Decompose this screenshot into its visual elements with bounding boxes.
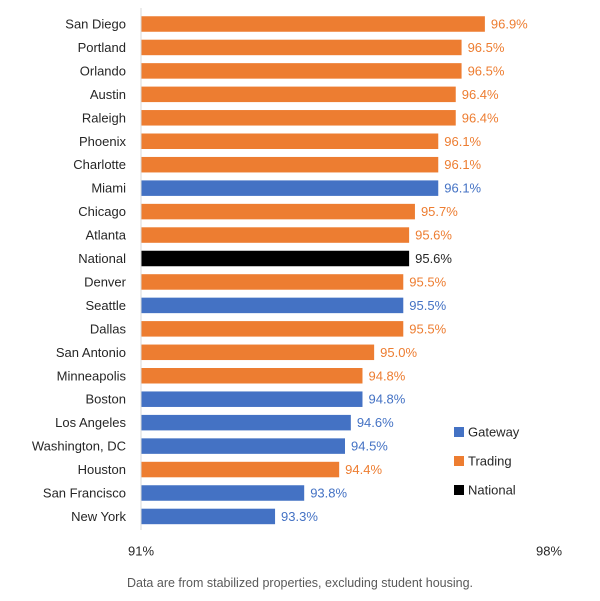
bar-dallas bbox=[141, 321, 404, 337]
category-label-minneapolis: Minneapolis bbox=[57, 368, 127, 383]
bar-seattle bbox=[141, 297, 404, 314]
legend-swatch-gateway bbox=[454, 427, 464, 437]
category-label-san-antonio: San Antonio bbox=[56, 345, 126, 360]
category-label-orlando: Orlando bbox=[80, 63, 126, 78]
bar-san-francisco bbox=[141, 485, 305, 501]
value-label-orlando: 96.5% bbox=[468, 63, 505, 78]
bar-orlando bbox=[141, 63, 462, 79]
bar-houston bbox=[141, 461, 340, 478]
value-label-atlanta: 95.6% bbox=[415, 228, 452, 243]
bar-atlanta bbox=[141, 227, 410, 243]
bar-chicago bbox=[141, 203, 415, 220]
category-label-san-diego: San Diego bbox=[65, 17, 126, 32]
legend-swatch-trading bbox=[454, 456, 464, 466]
bar-san-antonio bbox=[141, 344, 375, 361]
bar-miami bbox=[141, 180, 439, 196]
category-label-los-angeles: Los Angeles bbox=[55, 415, 126, 430]
value-label-dallas: 95.5% bbox=[409, 321, 446, 336]
value-label-boston: 94.8% bbox=[368, 392, 405, 407]
value-label-san-antonio: 95.0% bbox=[380, 345, 417, 360]
legend-label-trading: Trading bbox=[468, 454, 512, 469]
category-label-seattle: Seattle bbox=[86, 298, 126, 313]
bar-raleigh bbox=[141, 110, 456, 126]
value-label-seattle: 95.5% bbox=[409, 298, 446, 313]
value-label-phoenix: 96.1% bbox=[444, 134, 481, 149]
legend-label-national: National bbox=[468, 483, 516, 498]
bar-los-angeles bbox=[141, 414, 351, 431]
value-label-miami: 96.1% bbox=[444, 181, 481, 196]
value-label-houston: 94.4% bbox=[345, 462, 382, 477]
footnote: Data are from stabilized properties, exc… bbox=[126, 576, 474, 590]
value-label-portland: 96.5% bbox=[468, 40, 505, 55]
bar-charlotte bbox=[141, 156, 439, 173]
category-label-charlotte: Charlotte bbox=[73, 157, 126, 172]
value-label-los-angeles: 94.6% bbox=[357, 415, 394, 430]
category-label-boston: Boston bbox=[86, 392, 126, 407]
bar-national bbox=[141, 250, 410, 267]
bar-washington-dc bbox=[141, 438, 345, 454]
value-label-national: 95.6% bbox=[415, 251, 452, 266]
category-label-atlanta: Atlanta bbox=[86, 228, 127, 243]
value-label-minneapolis: 94.8% bbox=[368, 368, 405, 383]
bar-austin bbox=[141, 86, 456, 103]
category-label-raleigh: Raleigh bbox=[82, 110, 126, 125]
category-label-phoenix: Phoenix bbox=[79, 134, 126, 149]
category-label-san-francisco: San Francisco bbox=[43, 486, 126, 501]
x-axis: 91% 98% bbox=[128, 8, 562, 559]
category-label-new-york: New York bbox=[71, 509, 126, 524]
legend-swatch-national bbox=[454, 485, 464, 495]
x-tick-label-98: 98% bbox=[536, 544, 562, 559]
category-label-miami: Miami bbox=[91, 181, 126, 196]
bars-layer bbox=[141, 16, 485, 525]
bar-boston bbox=[141, 391, 363, 407]
bar-minneapolis bbox=[141, 368, 363, 384]
value-label-raleigh: 96.4% bbox=[462, 110, 499, 125]
category-label-dallas: Dallas bbox=[90, 321, 127, 336]
value-label-san-diego: 96.9% bbox=[491, 17, 528, 32]
category-label-national: National bbox=[78, 251, 126, 266]
bar-denver bbox=[141, 274, 404, 290]
category-label-houston: Houston bbox=[78, 462, 126, 477]
value-label-austin: 96.4% bbox=[462, 87, 499, 102]
legend-label-gateway: Gateway bbox=[468, 425, 520, 440]
legend: Gateway Trading National bbox=[454, 425, 520, 498]
value-label-san-francisco: 93.8% bbox=[310, 486, 347, 501]
labels-layer: San Diego 96.9% Portland 96.5% Orlando 96.5% A… bbox=[32, 17, 528, 524]
value-label-washington-dc: 94.5% bbox=[351, 439, 388, 454]
bar-new-york bbox=[141, 508, 276, 525]
value-label-charlotte: 96.1% bbox=[444, 157, 481, 172]
category-label-denver: Denver bbox=[84, 274, 127, 289]
bar-phoenix bbox=[141, 133, 439, 149]
value-label-denver: 95.5% bbox=[409, 274, 446, 289]
x-tick-label-91: 91% bbox=[128, 544, 154, 559]
value-label-new-york: 93.3% bbox=[281, 509, 318, 524]
value-label-chicago: 95.7% bbox=[421, 204, 458, 219]
category-label-austin: Austin bbox=[90, 87, 126, 102]
bar-portland bbox=[141, 39, 462, 56]
bar-san-diego bbox=[141, 16, 485, 32]
category-label-portland: Portland bbox=[78, 40, 126, 55]
category-label-chicago: Chicago bbox=[78, 204, 126, 219]
category-label-washington-dc: Washington, DC bbox=[32, 439, 126, 454]
